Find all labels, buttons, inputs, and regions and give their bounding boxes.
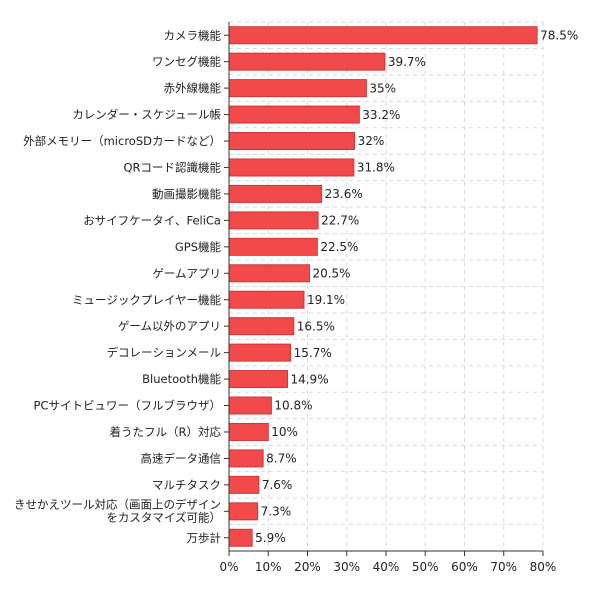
category-label: カメラ機能	[164, 28, 222, 42]
category-label: 動画撮影機能	[152, 187, 221, 201]
category-label: きせかえツール対応（画面上のデザインをカスタマイズ可能）	[14, 497, 221, 524]
value-label: 22.5%	[320, 240, 358, 254]
bar	[228, 132, 356, 151]
grid	[229, 21, 544, 552]
axes	[224, 22, 544, 556]
value-label: 15.7%	[294, 346, 332, 360]
value-label: 8.7%	[266, 452, 297, 466]
value-label: 7.3%	[261, 505, 292, 519]
value-label: 7.6%	[262, 478, 293, 492]
bar	[228, 79, 367, 98]
bar	[228, 184, 323, 203]
value-label: 22.7%	[321, 214, 359, 228]
category-label: 高速データ通信	[141, 451, 222, 465]
bar	[228, 370, 288, 389]
category-label: Bluetooth機能	[142, 372, 221, 386]
x-tick-label: 0%	[219, 560, 238, 574]
value-label: 31.8%	[357, 161, 395, 175]
category-label: マルチタスク	[152, 478, 221, 492]
category-label: 着うたフル（R）対応	[110, 425, 222, 439]
value-label: 32%	[358, 134, 385, 148]
value-label: 14.9%	[290, 372, 328, 386]
bar	[228, 211, 319, 230]
value-label: 19.1%	[307, 293, 345, 307]
value-label: 39.7%	[388, 55, 426, 69]
bar	[228, 317, 295, 336]
bar	[228, 422, 269, 441]
category-label: ゲーム以外のアプリ	[118, 319, 221, 333]
category-label: GPS機能	[175, 240, 222, 254]
x-tick-label: 60%	[451, 560, 478, 574]
bar	[228, 52, 386, 71]
bar	[228, 237, 318, 256]
x-tick-label: 70%	[490, 560, 517, 574]
bar	[228, 528, 253, 547]
bar	[228, 26, 538, 45]
category-label: デコレーションメール	[107, 346, 221, 360]
category-label: QRコード認識機能	[123, 161, 221, 175]
bar	[228, 264, 310, 283]
category-label: ワンセグ機能	[152, 55, 221, 69]
category-label: ゲームアプリ	[152, 266, 221, 280]
category-label: 外部メモリー（microSDカードなど）	[23, 134, 221, 148]
bar	[228, 475, 260, 494]
category-label: 赤外線機能	[164, 81, 222, 95]
value-label: 78.5%	[540, 28, 578, 42]
x-tick-label: 30%	[333, 560, 360, 574]
value-label: 5.9%	[255, 531, 286, 545]
bar	[228, 158, 355, 177]
x-tick-label: 50%	[412, 560, 439, 574]
bar	[228, 502, 259, 521]
bars	[228, 26, 538, 547]
category-label: おサイフケータイ、FeliCa	[83, 213, 221, 227]
value-label: 20.5%	[312, 266, 350, 280]
category-label: 万歩計	[187, 531, 222, 545]
labels: カメラ機能 78.5% ワンセグ機能 39.7% 赤外線機能 35% カレンダー・スケジュー…	[14, 28, 578, 574]
value-label: 23.6%	[325, 187, 363, 201]
value-label: 10%	[271, 425, 298, 439]
value-label: 35%	[369, 81, 396, 95]
x-tick-label: 80%	[530, 560, 557, 574]
value-label: 10.8%	[274, 399, 312, 413]
bar	[228, 396, 272, 415]
bar	[228, 290, 305, 309]
bar	[228, 343, 292, 362]
bar	[228, 105, 360, 124]
bar	[228, 449, 264, 468]
x-tick-label: 20%	[294, 560, 321, 574]
value-label: 33.2%	[362, 108, 400, 122]
value-label: 16.5%	[297, 319, 335, 333]
category-label: PCサイトビュワー（フルブラウザ）	[34, 399, 221, 413]
x-tick-label: 10%	[255, 560, 282, 574]
x-tick-label: 40%	[373, 560, 400, 574]
category-label: カレンダー・スケジュール帳	[72, 108, 221, 122]
category-label: ミュージックプレイヤー機能	[72, 293, 221, 307]
